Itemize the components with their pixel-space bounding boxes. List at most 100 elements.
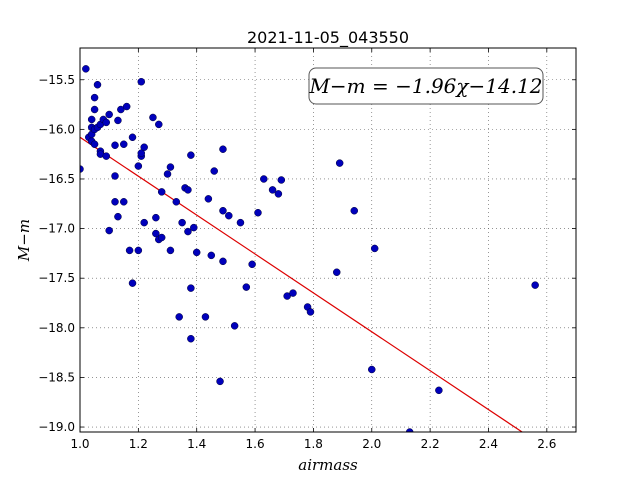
data-point <box>175 313 183 321</box>
data-point <box>405 428 414 432</box>
data-point <box>201 313 210 321</box>
data-point <box>134 162 143 170</box>
data-point <box>128 133 137 142</box>
data-point <box>192 248 201 257</box>
data-point <box>260 175 268 183</box>
data-point <box>236 218 245 227</box>
data-point <box>87 115 96 124</box>
data-point <box>166 246 175 255</box>
data-point <box>178 218 186 227</box>
data-point <box>350 206 359 215</box>
data-point <box>120 140 128 148</box>
y-tick-label: −18.5 <box>38 370 75 384</box>
data-point <box>122 102 131 111</box>
x-axis-label: airmass <box>298 456 358 474</box>
equation-annotation: M−m = −1.96χ−14.12 <box>308 67 544 105</box>
data-point <box>187 284 195 292</box>
y-tick-label: −15.5 <box>38 73 75 87</box>
x-tick-label: 1.6 <box>246 437 265 451</box>
data-point <box>190 223 198 232</box>
data-point <box>289 289 297 297</box>
data-point <box>204 195 213 203</box>
data-point <box>435 386 443 395</box>
data-point <box>370 244 379 253</box>
y-tick-label: −19.0 <box>38 420 75 434</box>
data-point <box>128 279 137 287</box>
x-tick-label: 2.4 <box>479 437 498 451</box>
data-point <box>140 218 148 227</box>
data-point <box>117 105 125 114</box>
data-point <box>248 260 256 269</box>
data-point <box>134 246 143 255</box>
data-point <box>254 208 262 217</box>
data-point <box>242 283 251 291</box>
data-point <box>90 93 99 102</box>
data-point <box>219 145 227 153</box>
y-tick-label: −16.0 <box>38 122 75 136</box>
x-tick-label: 1.0 <box>70 437 89 451</box>
data-point <box>219 206 227 215</box>
data-point <box>268 186 277 194</box>
data-point <box>114 212 122 221</box>
data-point <box>90 105 99 114</box>
fit-line <box>80 136 524 432</box>
data-point <box>335 159 344 167</box>
data-point <box>274 190 283 198</box>
data-point <box>93 80 102 89</box>
data-point <box>125 246 134 255</box>
data-point <box>225 211 233 220</box>
data-point <box>137 149 146 157</box>
data-point <box>184 227 192 236</box>
data-point <box>207 251 216 260</box>
data-point <box>155 120 163 129</box>
grid <box>79 48 576 432</box>
annotation-text: M−m = −1.96χ−14.12 <box>308 74 542 98</box>
data-point <box>90 140 99 148</box>
data-point <box>157 233 166 242</box>
data-point <box>306 308 315 316</box>
data-point <box>80 165 84 173</box>
data-point <box>149 113 157 122</box>
data-point <box>216 377 224 386</box>
x-tick-label: 2.0 <box>362 437 381 451</box>
y-tick-label: −18.0 <box>38 321 75 335</box>
data-point <box>184 186 192 194</box>
data-point <box>172 198 181 206</box>
data-point <box>166 163 175 171</box>
data-point <box>137 77 146 86</box>
data-point <box>368 365 376 374</box>
data-point <box>114 116 122 125</box>
data-point <box>140 143 148 151</box>
y-tick-label: −17.0 <box>38 222 75 236</box>
data-point <box>105 226 113 235</box>
data-point <box>152 213 160 222</box>
x-tick-label: 1.2 <box>129 437 148 451</box>
data-point <box>187 151 195 159</box>
data-point <box>163 170 172 178</box>
data-point <box>531 281 539 289</box>
plot-area: 1.0 1.2 1.4 1.6 1.8 2.0 2.2 2.4 2.6 −15.5 −16.0 −16… <box>38 47 577 451</box>
y-tick-label: −17.5 <box>38 271 75 285</box>
data-point <box>187 334 195 343</box>
data-point <box>277 176 286 184</box>
x-tick-label: 1.4 <box>187 437 206 451</box>
data-point <box>333 268 341 276</box>
x-tick-label: 1.8 <box>304 437 323 451</box>
x-tick-label: 2.2 <box>421 437 440 451</box>
y-tick-label: −16.5 <box>38 172 75 186</box>
data-point <box>152 229 160 238</box>
data-point <box>111 198 119 206</box>
y-axis-label: M−m <box>15 219 33 262</box>
data-point <box>82 65 90 73</box>
data-point <box>102 118 111 127</box>
data-point <box>111 172 119 180</box>
data-point <box>111 141 119 149</box>
data-point <box>157 188 166 196</box>
data-point <box>102 152 111 160</box>
x-tick-label: 2.6 <box>537 437 556 451</box>
annotation-box <box>308 67 544 105</box>
data-point <box>219 257 227 266</box>
data-point <box>105 110 113 119</box>
data-points <box>80 65 539 432</box>
